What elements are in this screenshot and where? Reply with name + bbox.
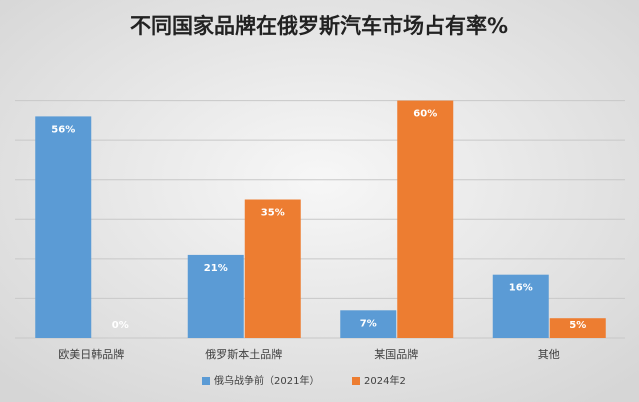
value-label: 0% bbox=[112, 320, 129, 331]
bar bbox=[549, 318, 606, 338]
legend-label: 俄乌战争前（2021年） bbox=[214, 374, 319, 387]
legend-swatch bbox=[352, 377, 360, 385]
chart-title: 不同国家品牌在俄罗斯汽车市场占有率% bbox=[130, 14, 508, 38]
x-tick-label: 俄罗斯本土品牌 bbox=[205, 347, 282, 361]
legend-label: 2024年2 bbox=[364, 374, 406, 387]
value-label: 60% bbox=[413, 109, 437, 120]
value-label: 5% bbox=[569, 320, 586, 331]
legend-swatch bbox=[202, 377, 210, 385]
bar bbox=[492, 274, 549, 338]
bar bbox=[244, 199, 301, 338]
bar bbox=[340, 310, 397, 338]
value-label: 16% bbox=[509, 283, 533, 294]
value-label: 7% bbox=[360, 318, 377, 329]
bar bbox=[35, 116, 92, 339]
x-tick-label: 其他 bbox=[538, 348, 560, 361]
x-tick-label: 某国品牌 bbox=[374, 347, 418, 361]
value-label: 35% bbox=[261, 208, 285, 219]
bar bbox=[187, 254, 244, 338]
x-tick-label: 欧美日韩品牌 bbox=[58, 347, 124, 361]
value-label: 21% bbox=[204, 263, 228, 274]
bar bbox=[397, 100, 454, 338]
value-label: 56% bbox=[51, 124, 75, 135]
